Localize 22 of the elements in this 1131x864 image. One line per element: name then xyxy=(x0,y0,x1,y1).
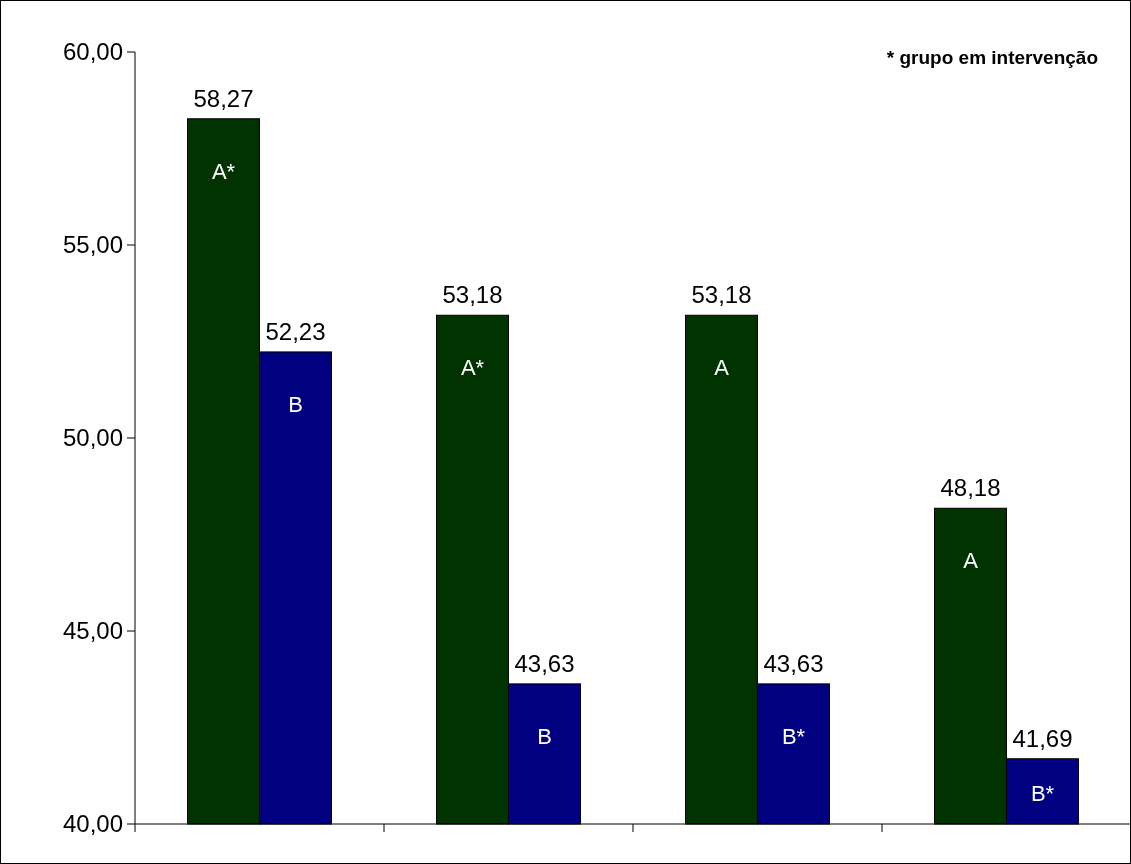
annotation: * grupo em intervenção xyxy=(886,47,1098,68)
y-tick-label: 55,00 xyxy=(62,231,123,259)
data-label: 48,18 xyxy=(940,474,1001,502)
annotation: A* xyxy=(211,158,236,184)
data-label: 41,69 xyxy=(1012,724,1073,752)
data-label: 53,18 xyxy=(691,281,752,309)
data-label: 43,63 xyxy=(514,649,575,677)
annotation: B* xyxy=(781,723,806,749)
y-tick-label: 50,00 xyxy=(62,424,123,452)
annotation: A xyxy=(963,548,979,574)
annotation: A xyxy=(714,355,730,381)
data-label: 58,27 xyxy=(193,84,254,112)
annotation: A* xyxy=(460,355,485,381)
data-label: 53,18 xyxy=(442,281,503,309)
y-tick-label: 60,00 xyxy=(62,38,123,66)
data-label: 52,23 xyxy=(265,317,326,345)
data-label: 43,63 xyxy=(763,649,824,677)
y-tick-label: 40,00 xyxy=(62,810,123,838)
y-tick-label: 45,00 xyxy=(62,617,123,645)
annotation: B xyxy=(288,391,303,417)
annotation: B xyxy=(537,723,552,749)
annotation: B* xyxy=(1030,781,1055,807)
